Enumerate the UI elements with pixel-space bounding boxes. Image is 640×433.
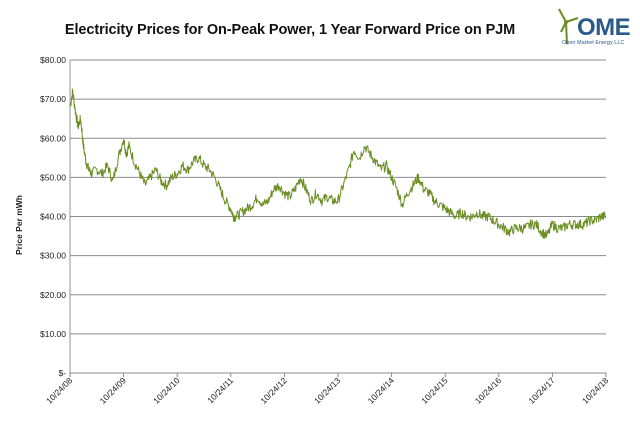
logo-subtitle: Open Market Energy LLC	[562, 40, 625, 46]
chart-title: Electricity Prices for On-Peak Power, 1 …	[64, 22, 516, 38]
gridlines	[69, 59, 606, 374]
y-axis-label: Price Per mWh	[14, 195, 24, 255]
y-tick-label: $60.00	[40, 133, 66, 143]
y-tick-label: $50.00	[40, 172, 66, 182]
y-axis-ticks: $- $10.00 $20.00 $30.00 $40.00 $50.00 $60.00 $7…	[40, 55, 66, 378]
y-tick-label: $30.00	[40, 251, 66, 261]
x-axis-ticks: 10/24/08 10/24/09 10/24/10 10/24/11 10/24/12…	[44, 373, 611, 406]
x-tick-label: 10/24/14	[366, 375, 397, 406]
x-tick-label: 10/24/16	[473, 375, 504, 406]
x-tick-label: 10/24/11	[205, 375, 235, 405]
x-tick-label: 10/24/10	[151, 375, 182, 406]
y-tick-label: $-	[58, 368, 66, 378]
x-tick-label: 10/24/18	[580, 375, 611, 406]
x-tick-label: 10/24/13	[312, 375, 343, 406]
logo-text: OME	[577, 14, 631, 41]
y-tick-label: $10.00	[40, 329, 66, 339]
wind-turbine-icon	[558, 8, 579, 45]
x-tick-label: 10/24/15	[419, 375, 450, 406]
company-logo	[556, 6, 640, 52]
y-tick-label: $40.00	[40, 212, 66, 222]
x-tick-label: 10/24/12	[258, 375, 289, 406]
series-group	[69, 88, 607, 239]
y-tick-label: $70.00	[40, 94, 66, 104]
x-tick-label: 10/24/09	[98, 375, 129, 406]
series-line	[69, 88, 607, 239]
y-tick-label: $20.00	[40, 290, 66, 300]
x-tick-label: 10/24/17	[526, 375, 557, 406]
y-tick-label: $80.00	[40, 55, 66, 65]
x-tick-label: 10/24/08	[44, 375, 75, 406]
